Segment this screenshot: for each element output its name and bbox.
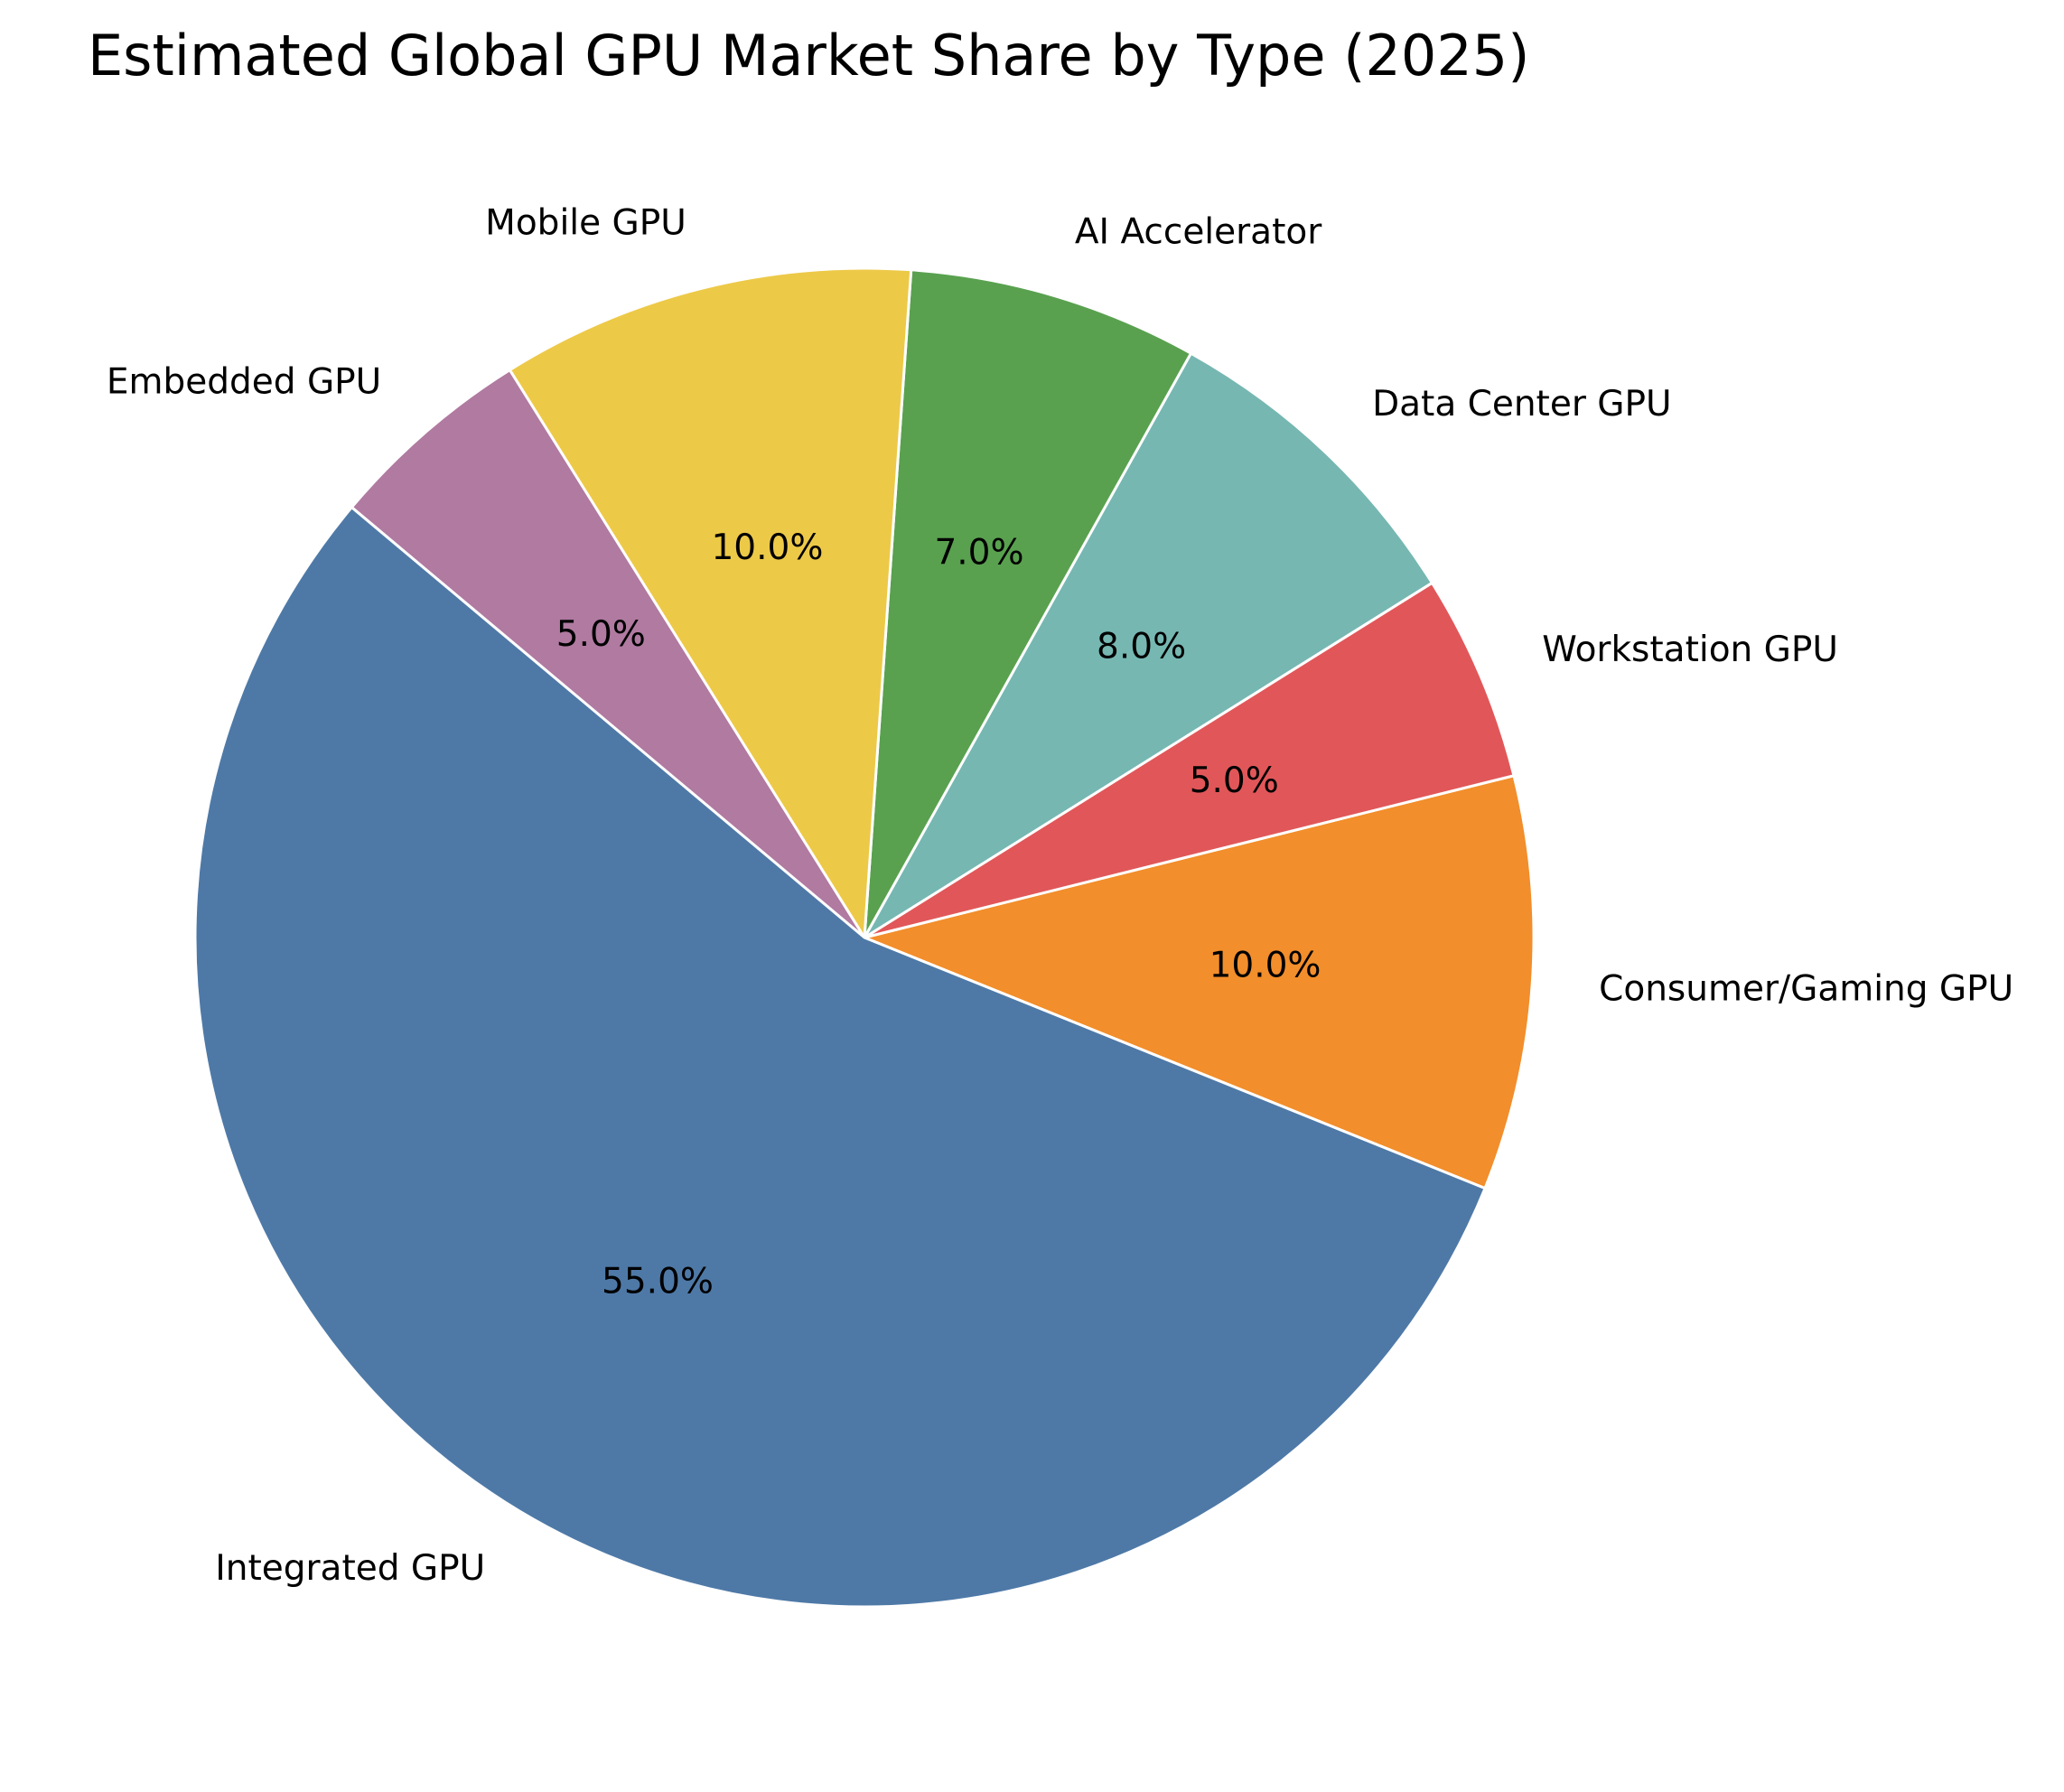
percent-label-consumer-gaming-gpu: 10.0%: [1209, 946, 1322, 986]
category-label-embedded-gpu: Embedded GPU: [107, 361, 381, 402]
percent-label-workstation-gpu: 5.0%: [1190, 761, 1279, 801]
wedge-consumer-gaming-gpu: [863, 774, 1536, 1190]
percent-label-ai-accelerator: 7.0%: [934, 532, 1023, 573]
category-label-ai-accelerator: AI Accelerator: [1075, 211, 1322, 252]
chart-title: Estimated Global GPU Market Share by Typ…: [88, 23, 1529, 89]
wedge-mobile-gpu: [508, 266, 913, 939]
percent-label-mobile-gpu: 10.0%: [711, 527, 823, 568]
percent-label-embedded-gpu: 5.0%: [556, 614, 646, 655]
category-label-workstation-gpu: Workstation GPU: [1542, 630, 1838, 670]
category-label-data-center-gpu: Data Center GPU: [1372, 384, 1671, 425]
percent-label-data-center-gpu: 8.0%: [1097, 627, 1186, 667]
category-label-consumer-gaming-gpu: Consumer/Gaming GPU: [1599, 968, 2013, 1009]
wedge-workstation-gpu: [863, 581, 1516, 939]
pie-labels: 10.0% Consumer/Gaming GPU 5.0% Workstation …: [107, 203, 2013, 1590]
category-label-integrated-gpu: Integrated GPU: [215, 1548, 485, 1589]
wedge-data-center-gpu: [863, 351, 1434, 939]
pie-wedges: [193, 266, 1536, 1609]
category-label-mobile-gpu: Mobile GPU: [485, 203, 686, 244]
wedge-ai-accelerator: [863, 268, 1192, 939]
wedge-integrated-gpu: [193, 506, 1487, 1609]
wedge-embedded-gpu: [350, 369, 866, 939]
percent-label-integrated-gpu: 55.0%: [602, 1262, 714, 1302]
